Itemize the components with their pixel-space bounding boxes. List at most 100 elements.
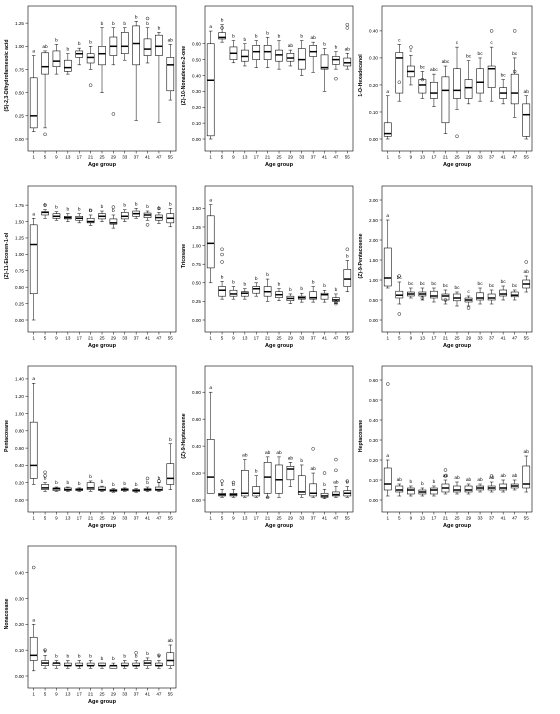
y-tick-label: 0.00 — [192, 318, 201, 323]
outlier-point — [524, 260, 528, 264]
significance-letter: b — [67, 207, 70, 213]
outlier-point — [157, 479, 161, 483]
significance-letter: ab — [524, 269, 530, 275]
x-tick-label: 33 — [299, 516, 305, 521]
y-tick-label: 0.75 — [192, 262, 201, 267]
box — [98, 486, 106, 491]
significance-letter: b — [158, 654, 161, 660]
x-tick-label: 13 — [65, 692, 71, 697]
y-tick-label: 0.60 — [15, 446, 24, 451]
x-tick-label: 1 — [32, 692, 35, 697]
box — [241, 470, 249, 497]
box — [29, 421, 38, 479]
x-tick-label: 17 — [77, 516, 83, 521]
x-tick-label: 55 — [345, 336, 351, 341]
box — [29, 636, 38, 661]
significance-letter: b — [123, 21, 126, 27]
x-tick-label: 13 — [65, 155, 71, 160]
x-tick-label: 55 — [524, 336, 530, 341]
significance-letter: b — [123, 481, 126, 487]
x-tick-label: 47 — [156, 692, 162, 697]
x-tick-label: 37 — [134, 516, 140, 521]
x-tick-label: 41 — [501, 155, 507, 160]
x-tick-label: 29 — [288, 336, 294, 341]
y-tick-label: 0.00 — [15, 137, 24, 142]
y-tick-label: 2.00 — [369, 238, 378, 243]
x-tick-label: 37 — [134, 155, 140, 160]
significance-letter: b — [135, 14, 138, 20]
box — [383, 467, 392, 491]
box — [464, 485, 473, 493]
significance-letter: c — [490, 41, 493, 46]
x-tick-label: 9 — [410, 155, 413, 160]
x-tick-label: 13 — [65, 336, 71, 341]
box — [499, 483, 508, 491]
outlier-point — [409, 45, 413, 49]
significance-letter: bc — [501, 279, 507, 285]
significance-letter: b — [89, 474, 92, 480]
significance-letter: b — [323, 482, 326, 488]
y-tick-label: 0.20 — [192, 105, 201, 110]
x-axis-label: Age group — [265, 162, 294, 168]
x-tick-label: 5 — [44, 692, 47, 697]
outlier-point — [43, 132, 47, 137]
x-tick-label: 17 — [431, 516, 437, 521]
significance-letter: b — [135, 654, 138, 660]
box — [29, 224, 38, 295]
significance-letter: b — [244, 37, 247, 43]
significance-letter: c — [398, 38, 401, 43]
x-tick-label: 41 — [501, 516, 507, 521]
x-tick-label: 1 — [209, 516, 212, 521]
box — [309, 291, 317, 300]
significance-letter: bc — [454, 285, 460, 291]
significance-letter: a — [209, 25, 212, 30]
significance-letter: ab — [333, 480, 339, 486]
chart-panel: 0.00 0.25 0.50 0.75 1.00 1.25 1.50 1.75 (Z)-11-E… — [4, 185, 177, 349]
box — [275, 49, 283, 62]
x-tick-label: 25 — [99, 336, 105, 341]
y-tick-label: 0.00 — [192, 498, 201, 503]
x-tick-label: 37 — [134, 692, 140, 697]
outlier-point — [334, 457, 338, 462]
outlier-point — [345, 479, 350, 483]
box — [166, 57, 175, 92]
chart-panel: 0.00 0.10 0.20 0.30 0.40 1-O-Hexadecanol 1 5 9 13… — [358, 5, 533, 168]
chart-panel: 0.00 0.10 0.20 0.30 0.40 Nonacosane 1 5 9 13 17 21 2… — [4, 545, 177, 705]
y-tick-label: 0.00 — [369, 498, 378, 503]
y-tick-label: 0.00 — [192, 137, 201, 142]
significance-letter: b — [221, 274, 224, 280]
y-tick-label: 0.30 — [15, 596, 24, 601]
y-tick-label: 1.40 — [15, 377, 24, 382]
y-axis-label: Heptacosane — [358, 420, 364, 452]
y-tick-label: 0.50 — [15, 285, 24, 290]
box — [476, 292, 484, 301]
x-tick-label: 41 — [322, 516, 328, 521]
x-tick-label: 29 — [111, 692, 117, 697]
box — [309, 483, 317, 497]
significance-letter: ab — [288, 43, 294, 49]
significance-letter: ab — [310, 466, 316, 472]
outlier-point — [231, 480, 236, 485]
x-tick-label: 37 — [489, 155, 495, 160]
significance-letter: b — [44, 476, 47, 482]
x-tick-label: 17 — [77, 336, 83, 341]
box — [218, 32, 226, 40]
x-tick-label: 47 — [156, 516, 162, 521]
box — [286, 53, 295, 62]
box — [120, 32, 129, 54]
significance-letter: a — [386, 90, 389, 95]
x-tick-label: 9 — [232, 516, 235, 521]
outlier-point — [443, 474, 448, 478]
y-tick-label: 0.20 — [369, 458, 378, 463]
significance-letter: b — [221, 18, 224, 24]
significance-letter: b — [146, 21, 149, 27]
x-tick-label: 25 — [454, 155, 460, 160]
significance-letter: ab — [500, 473, 506, 479]
box — [487, 293, 496, 301]
plot-frame — [27, 185, 177, 333]
box — [41, 52, 49, 75]
significance-letter: ab — [454, 475, 460, 481]
box — [522, 103, 531, 137]
x-tick-label: 21 — [265, 336, 271, 341]
x-tick-label: 21 — [443, 516, 449, 521]
